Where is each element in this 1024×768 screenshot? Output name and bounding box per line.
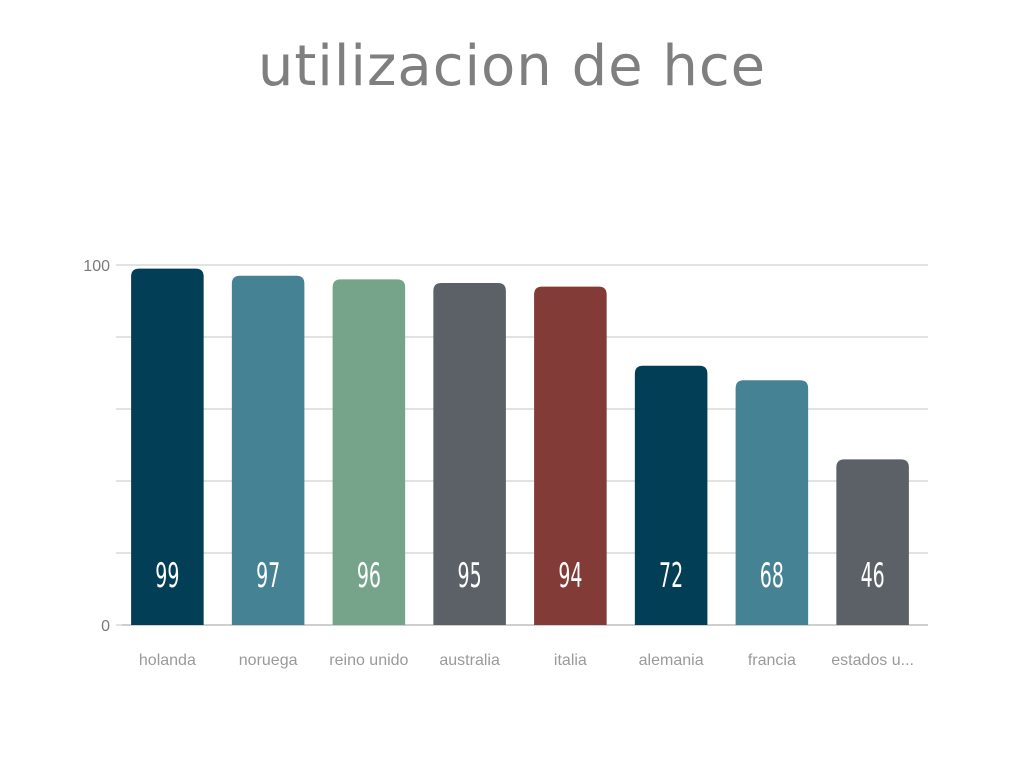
bar-alemania xyxy=(634,365,708,625)
bar-australia xyxy=(433,283,506,625)
value-label: 72 xyxy=(659,556,683,596)
bar-holanda xyxy=(131,268,204,625)
x-tick-label: italia xyxy=(554,652,587,669)
x-tick-label: noruega xyxy=(239,652,298,669)
value-label: 97 xyxy=(256,556,280,596)
x-tick-label: estados u... xyxy=(831,652,914,669)
x-tick-label: francia xyxy=(748,652,796,669)
x-tick-label: reino unido xyxy=(329,652,408,669)
value-label: 96 xyxy=(357,556,381,596)
value-label: 94 xyxy=(558,556,582,596)
value-label: 68 xyxy=(760,556,784,596)
value-label: 46 xyxy=(861,556,885,596)
y-tick-label: 0 xyxy=(101,618,110,635)
bar-italia xyxy=(534,286,607,625)
chart-title: utilizacion de hce xyxy=(257,34,767,99)
value-label: 99 xyxy=(155,556,179,596)
x-tick-label: holanda xyxy=(139,652,196,669)
x-axis-labels: holanda noruega reino unido australia italia… xyxy=(139,652,914,669)
y-tick-label: 100 xyxy=(83,258,110,275)
x-tick-label: alemania xyxy=(639,652,704,669)
bar-estados-u- xyxy=(836,459,909,625)
x-tick-label: australia xyxy=(439,652,500,669)
value-label: 95 xyxy=(458,556,482,596)
value-labels: 99 97 96 95 94 72 68 46 xyxy=(155,556,884,596)
bars xyxy=(131,268,909,625)
bar-noruega xyxy=(231,275,305,625)
bar-francia xyxy=(735,380,809,625)
y-axis-ticks: 0 100 xyxy=(83,258,110,635)
bar-reino-unido xyxy=(332,279,406,625)
